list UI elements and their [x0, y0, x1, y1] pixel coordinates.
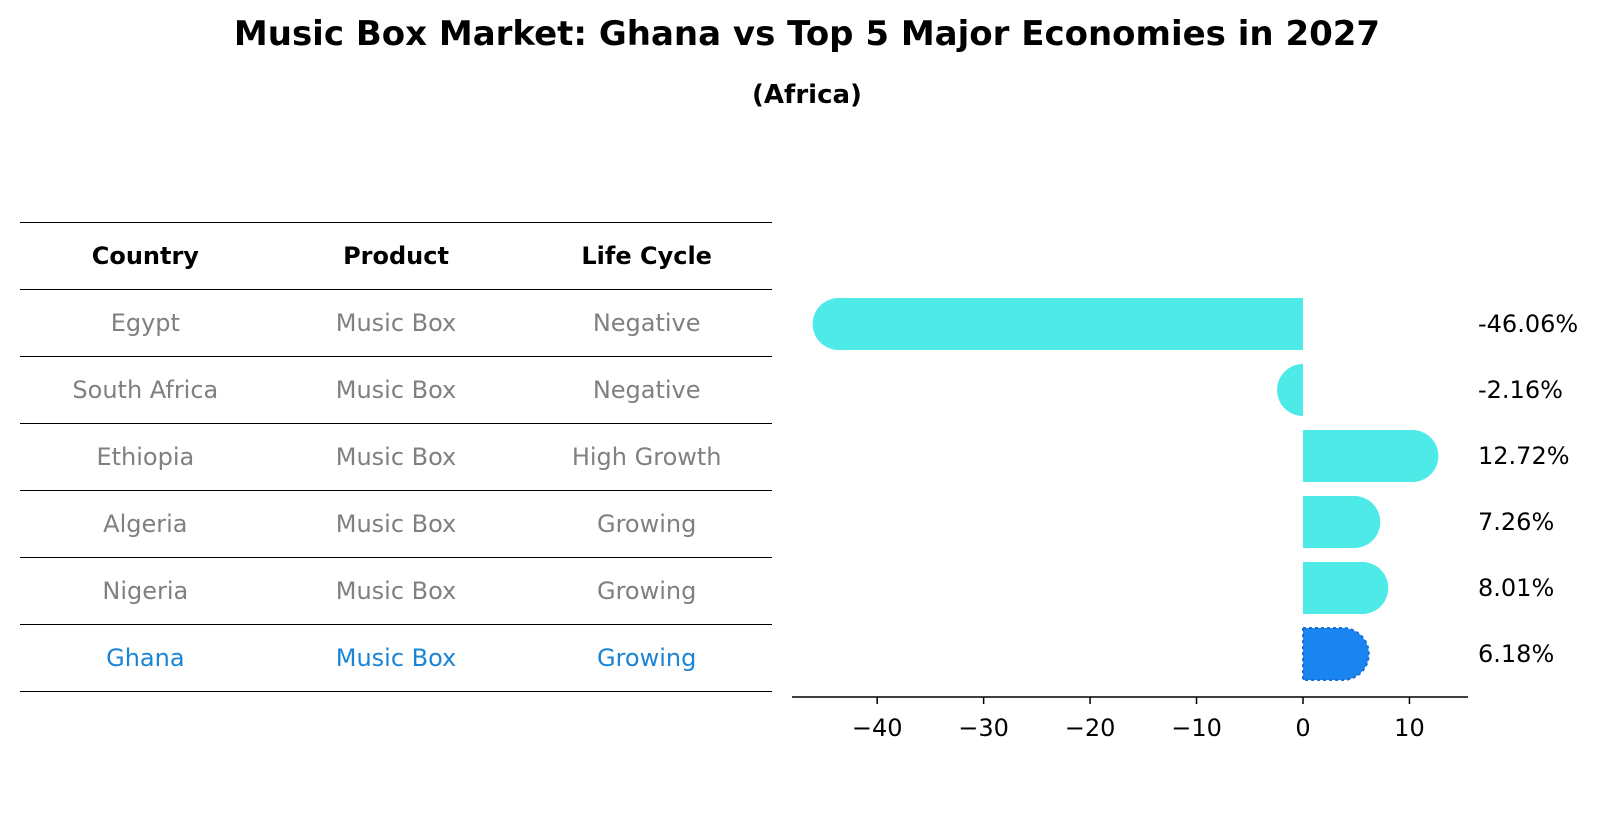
data-label: 12.72%	[1478, 442, 1570, 470]
cell-product: Music Box	[335, 443, 457, 471]
bar	[1302, 496, 1381, 548]
cell-life-cycle: Negative	[592, 309, 701, 337]
cell-life-cycle: Negative	[592, 376, 701, 404]
bar	[1302, 562, 1389, 614]
cell-product: Music Box	[335, 644, 457, 672]
table-row: Ethiopia Music Box High Growth	[20, 423, 772, 490]
cell-country: Nigeria	[102, 577, 189, 605]
x-tick-label: 10	[1394, 714, 1425, 742]
header-life-cycle: Life Cycle	[581, 242, 712, 270]
cell-product: Music Box	[335, 510, 457, 538]
table-header-row: Country Product Life Cycle	[20, 222, 772, 289]
data-label: -46.06%	[1478, 310, 1578, 338]
x-tick-label: −20	[1065, 714, 1116, 742]
bar	[812, 298, 1303, 350]
table-row-highlighted: Ghana Music Box Growing	[20, 624, 772, 692]
header-country: Country	[91, 242, 199, 270]
cell-product: Music Box	[335, 577, 457, 605]
x-tick-label: −30	[958, 714, 1009, 742]
x-tick-label: 0	[1295, 714, 1310, 742]
data-label: 7.26%	[1478, 508, 1554, 536]
bar-highlighted	[1301, 627, 1370, 681]
table-row: South Africa Music Box Negative	[20, 356, 772, 423]
data-label: 8.01%	[1478, 574, 1554, 602]
cell-life-cycle: Growing	[596, 644, 697, 672]
cell-country: Ethiopia	[96, 443, 195, 471]
bar	[1277, 364, 1303, 416]
x-tick-label: −40	[852, 714, 903, 742]
cell-country: Ghana	[106, 644, 185, 672]
cell-life-cycle: Growing	[596, 577, 697, 605]
data-label: 6.18%	[1478, 640, 1554, 668]
cell-country: South Africa	[72, 376, 219, 404]
chart-subtitle: (Africa)	[752, 80, 862, 110]
life-cycle-table: Country Product Life Cycle Egypt Music B…	[20, 222, 772, 692]
x-tick-label: −10	[1171, 714, 1222, 742]
header-product: Product	[343, 242, 449, 270]
cell-life-cycle: High Growth	[571, 443, 722, 471]
cell-product: Music Box	[335, 309, 457, 337]
table-row: Egypt Music Box Negative	[20, 289, 772, 356]
cell-country: Algeria	[103, 510, 188, 538]
data-label: -2.16%	[1478, 376, 1563, 404]
table-row: Nigeria Music Box Growing	[20, 557, 772, 624]
cell-product: Music Box	[335, 376, 457, 404]
bar	[1302, 430, 1439, 482]
chart-title: Music Box Market: Ghana vs Top 5 Major E…	[233, 14, 1381, 54]
cell-country: Egypt	[110, 309, 180, 337]
cell-life-cycle: Growing	[596, 510, 697, 538]
table-row: Algeria Music Box Growing	[20, 490, 772, 557]
